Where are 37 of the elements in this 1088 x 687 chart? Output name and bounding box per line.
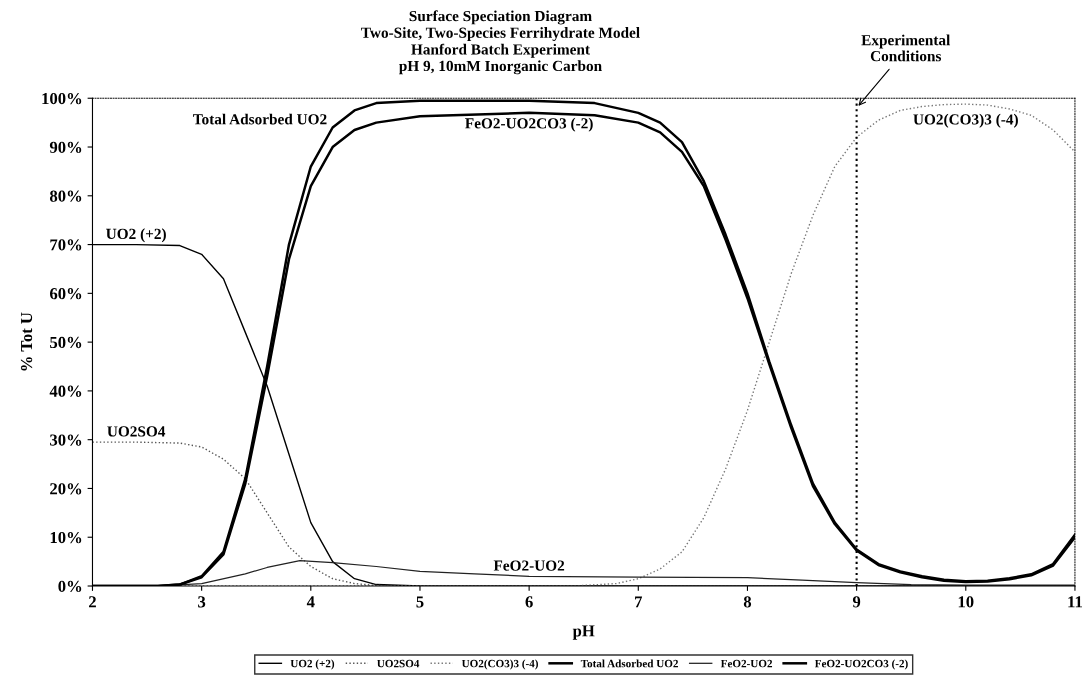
x-tick-label: 7 [635, 596, 643, 608]
annotation: FeO2-UO2CO3 (-2) [465, 117, 593, 132]
annotation: UO2 (+2) [106, 228, 166, 243]
y-tick-label: 60% [49, 288, 82, 300]
x-tick-label: 3 [198, 596, 206, 608]
y-tick-label: 90% [49, 141, 82, 154]
legend-label: UO2(CO3)3 (-4) [461, 659, 538, 670]
x-tick-label: 6 [525, 596, 533, 608]
annotation: UO2(CO3)3 (-4) [913, 113, 1018, 128]
x-tick-label: 8 [743, 596, 752, 608]
x-tick-label: 11 [1068, 596, 1082, 608]
chart-title: Surface Speciation Diagram Two-Site, Two-Species Ferrihydrate Model Hanford Batch Experiment pH 9, 10mM Inorganic Carbon [361, 10, 640, 75]
legend-label: UO2SO4 [377, 659, 420, 668]
y-tick-label: 10% [50, 531, 82, 544]
x-tick-label: 2 [89, 596, 96, 608]
y-tick-label: 40% [49, 385, 82, 397]
annotation: Experimental Conditions [861, 34, 951, 62]
legend-label: Total Adsorbed UO2 [580, 659, 678, 668]
x-tick-label: 5 [416, 596, 424, 608]
legend-label: FeO2-UO2CO3 (-2) [814, 659, 908, 670]
annotation: UO2SO4 [107, 426, 166, 437]
x-axis-title: pH [572, 625, 595, 640]
annotation: Total Adsorbed UO2 [192, 113, 327, 125]
y-tick-label: 50% [50, 336, 82, 349]
y-tick-label: 70% [50, 239, 82, 251]
y-axis-title: % Tot U [20, 312, 33, 371]
legend-label: UO2 (+2) [290, 659, 335, 670]
x-tick-label: 4 [306, 596, 315, 608]
annotation: FeO2-UO2 [493, 560, 565, 571]
y-tick-label: 20% [50, 483, 82, 495]
x-tick-label: 10 [958, 596, 974, 608]
y-tick-label: 30% [50, 434, 82, 446]
y-tick-label: 100% [42, 92, 82, 105]
y-tick-label: 0% [58, 580, 82, 593]
y-tick-label: 80% [49, 190, 82, 202]
x-tick-label: 9 [852, 596, 861, 608]
legend-label: FeO2-UO2 [720, 659, 773, 668]
